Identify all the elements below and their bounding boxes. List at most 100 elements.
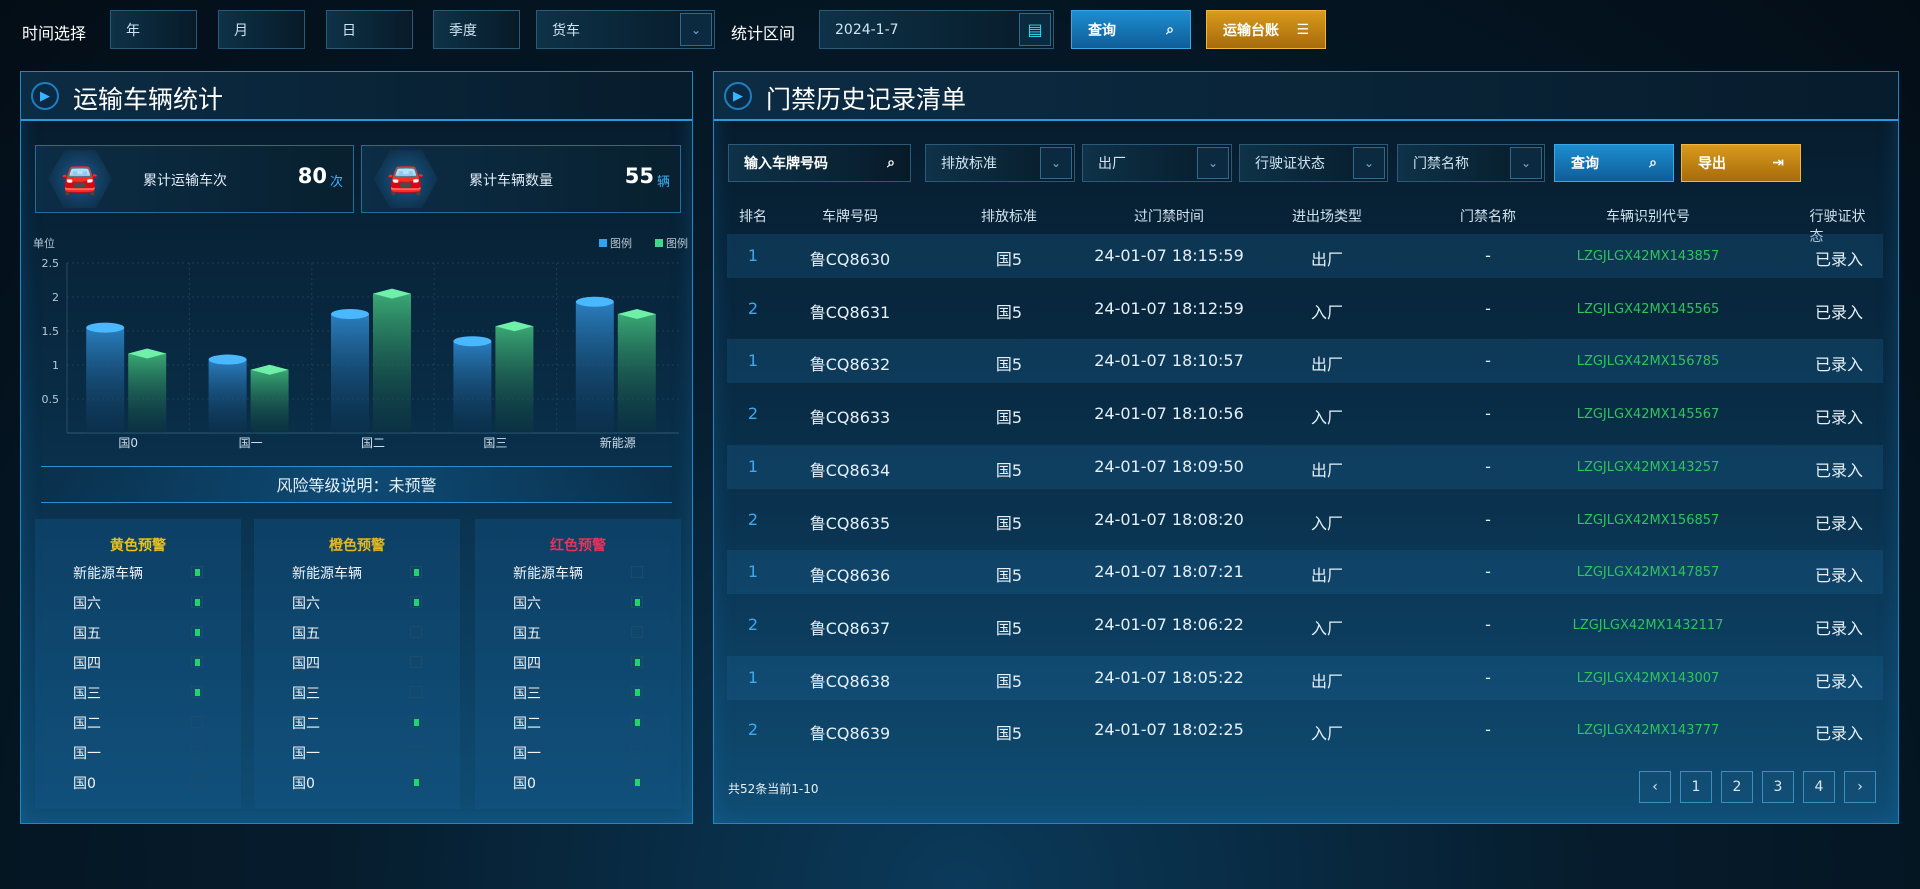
emission-select[interactable]: 排放标准 ⌄ <box>925 144 1075 182</box>
table-cell: 24-01-07 18:02:25 <box>1094 720 1244 740</box>
day-select[interactable]: 日 <box>326 10 413 49</box>
gate-name-select[interactable]: 门禁名称 ⌄ <box>1397 144 1545 182</box>
risk-item: 新能源车辆 <box>513 563 643 583</box>
table-cell: 已录入 <box>1814 724 1864 744</box>
vehicle-type-value: 货车 <box>552 22 580 39</box>
y-tick-label: 2 <box>52 291 59 304</box>
query-button[interactable]: 查询 ⌕ <box>1071 10 1191 49</box>
table-cell: - <box>1485 246 1491 265</box>
table-cell: LZGJLGX42MX145567 <box>1576 407 1720 423</box>
export-button[interactable]: 导出 ⇥ <box>1681 144 1801 182</box>
table-row[interactable]: 1 鲁CQ8634 国5 24-01-07 18:09:50 出厂 - LZGJLGX42M… <box>727 444 1883 489</box>
pagination-page-button[interactable]: 4 <box>1803 771 1835 803</box>
car-icon: 🚘 <box>48 150 112 208</box>
table-cell: 24-01-07 18:07:21 <box>1094 562 1244 582</box>
table-cell: 鲁CQ8632 <box>809 355 891 375</box>
table-cell: 24-01-07 18:15:59 <box>1094 246 1244 265</box>
table-cell: 入厂 <box>1310 513 1344 533</box>
pagination-page-button[interactable]: 2 <box>1721 771 1753 803</box>
plate-search-input[interactable]: 输入车牌号码 ⌕ <box>728 144 911 182</box>
risk-column-title: 红色预警 <box>550 538 606 554</box>
table-cell: - <box>1485 509 1491 529</box>
table-cell: 出厂 <box>1310 671 1344 691</box>
table-row[interactable]: 1 鲁CQ8632 国5 24-01-07 18:10:57 出厂 - LZGJLGX42M… <box>727 339 1883 384</box>
risk-item-label: 国五 <box>73 626 101 642</box>
column-header: 车牌号码 <box>822 209 878 225</box>
bar-cap <box>128 348 167 359</box>
table-cell: 鲁CQ8635 <box>809 513 891 533</box>
document-icon: ☰ <box>1296 21 1309 38</box>
bar-cap <box>208 354 247 365</box>
vehicle-type-select[interactable]: 货车 ⌄ <box>536 10 715 49</box>
table-row[interactable]: 2 鲁CQ8635 国5 24-01-07 18:08:20 入厂 - LZGJLGX42M… <box>727 498 1883 542</box>
table-cell: - <box>1485 720 1491 740</box>
stat-unit: 次 <box>329 175 343 190</box>
pagination-prev-button[interactable]: ‹ <box>1639 771 1671 803</box>
calendar-icon[interactable]: ▤ <box>1019 13 1051 46</box>
pagination-page-button[interactable]: 3 <box>1762 771 1794 803</box>
chevron-down-icon: ⌄ <box>1510 147 1542 179</box>
risk-item: 国四 <box>73 653 203 673</box>
risk-item-label: 国四 <box>513 656 541 672</box>
table-cell: - <box>1485 667 1491 687</box>
risk-item-label: 国六 <box>513 596 541 612</box>
status-checkbox <box>631 596 643 608</box>
risk-item: 国二 <box>292 713 422 733</box>
risk-item: 国六 <box>73 593 203 613</box>
risk-item-label: 国六 <box>73 596 101 612</box>
status-checkbox <box>631 626 643 638</box>
x-tick-label: 国一 <box>239 436 263 450</box>
table-cell: 国5 <box>995 566 1023 586</box>
stat-value: 55 <box>624 164 654 188</box>
year-select[interactable]: 年 <box>110 10 197 49</box>
direction-select[interactable]: 出厂 ⌄ <box>1082 144 1232 182</box>
table-row[interactable]: 2 鲁CQ8631 国5 24-01-07 18:12:59 入厂 - LZGJLGX42M… <box>727 287 1883 331</box>
pagination-page-button[interactable]: 1 <box>1680 771 1712 803</box>
status-checkbox <box>631 716 643 728</box>
table-cell: 国5 <box>995 302 1023 322</box>
table-row[interactable]: 2 鲁CQ8637 国5 24-01-07 18:06:22 入厂 - LZGJLGX42M… <box>727 603 1883 647</box>
risk-item-label: 国0 <box>73 776 96 792</box>
bar <box>453 341 492 433</box>
table-cell: LZGJLGX42MX143007 <box>1576 670 1720 686</box>
quarter-select[interactable]: 季度 <box>433 10 520 49</box>
table-row[interactable]: 2 鲁CQ8633 国5 24-01-07 18:10:56 入厂 - LZGJLGX42M… <box>727 392 1883 436</box>
status-checkbox <box>191 626 203 638</box>
license-status-select[interactable]: 行驶证状态 ⌄ <box>1239 144 1388 182</box>
table-cell: 国5 <box>995 460 1023 480</box>
car-icon: 🚘 <box>374 150 438 208</box>
date-range-input[interactable]: 2024-1-7 ▤ <box>819 10 1054 49</box>
risk-item: 国五 <box>73 623 203 643</box>
search-icon: ⌕ <box>1649 155 1657 171</box>
table-row[interactable]: 1 鲁CQ8638 国5 24-01-07 18:05:22 出厂 - LZGJLGX42M… <box>727 655 1883 700</box>
risk-item-label: 国一 <box>292 746 320 762</box>
risk-item-label: 国四 <box>73 656 101 672</box>
table-row[interactable]: 1 鲁CQ8630 国5 24-01-07 18:15:59 出厂 - LZGJLGX42M… <box>727 234 1883 278</box>
table-cell: - <box>1485 404 1491 424</box>
table-cell: - <box>1485 614 1491 634</box>
bar <box>250 369 289 433</box>
bar <box>575 301 614 433</box>
status-checkbox <box>410 716 422 728</box>
column-header: 排放标准 <box>981 209 1037 225</box>
table-cell: 2 <box>747 404 759 424</box>
risk-level-banner: 风险等级说明：未预警 <box>41 466 672 503</box>
panel-title: 运输车辆统计 <box>73 85 224 114</box>
table-cell: 鲁CQ8637 <box>809 618 891 638</box>
pagination-next-button[interactable]: › <box>1844 771 1876 803</box>
risk-item: 国六 <box>292 593 422 613</box>
table-query-button[interactable]: 查询 ⌕ <box>1554 144 1674 182</box>
table-cell: 鲁CQ8630 <box>809 250 891 269</box>
risk-item: 新能源车辆 <box>73 563 203 583</box>
table-row[interactable]: 1 鲁CQ8636 国5 24-01-07 18:07:21 出厂 - LZGJLGX42M… <box>727 550 1883 595</box>
table-row[interactable]: 2 鲁CQ8639 国5 24-01-07 18:02:25 入厂 - LZGJLGX42M… <box>727 708 1883 752</box>
range-label: 统计区间 <box>731 24 796 43</box>
ledger-button[interactable]: 运输台账 ☰ <box>1206 10 1326 49</box>
status-checkbox <box>631 776 643 788</box>
risk-item-label: 国二 <box>513 716 541 732</box>
risk-item: 国三 <box>292 683 422 703</box>
month-select[interactable]: 月 <box>218 10 305 49</box>
table-cell: 鲁CQ8631 <box>809 302 891 322</box>
table-summary: 共52条当前1-10 <box>728 782 819 796</box>
table-cell: 国5 <box>995 618 1023 638</box>
